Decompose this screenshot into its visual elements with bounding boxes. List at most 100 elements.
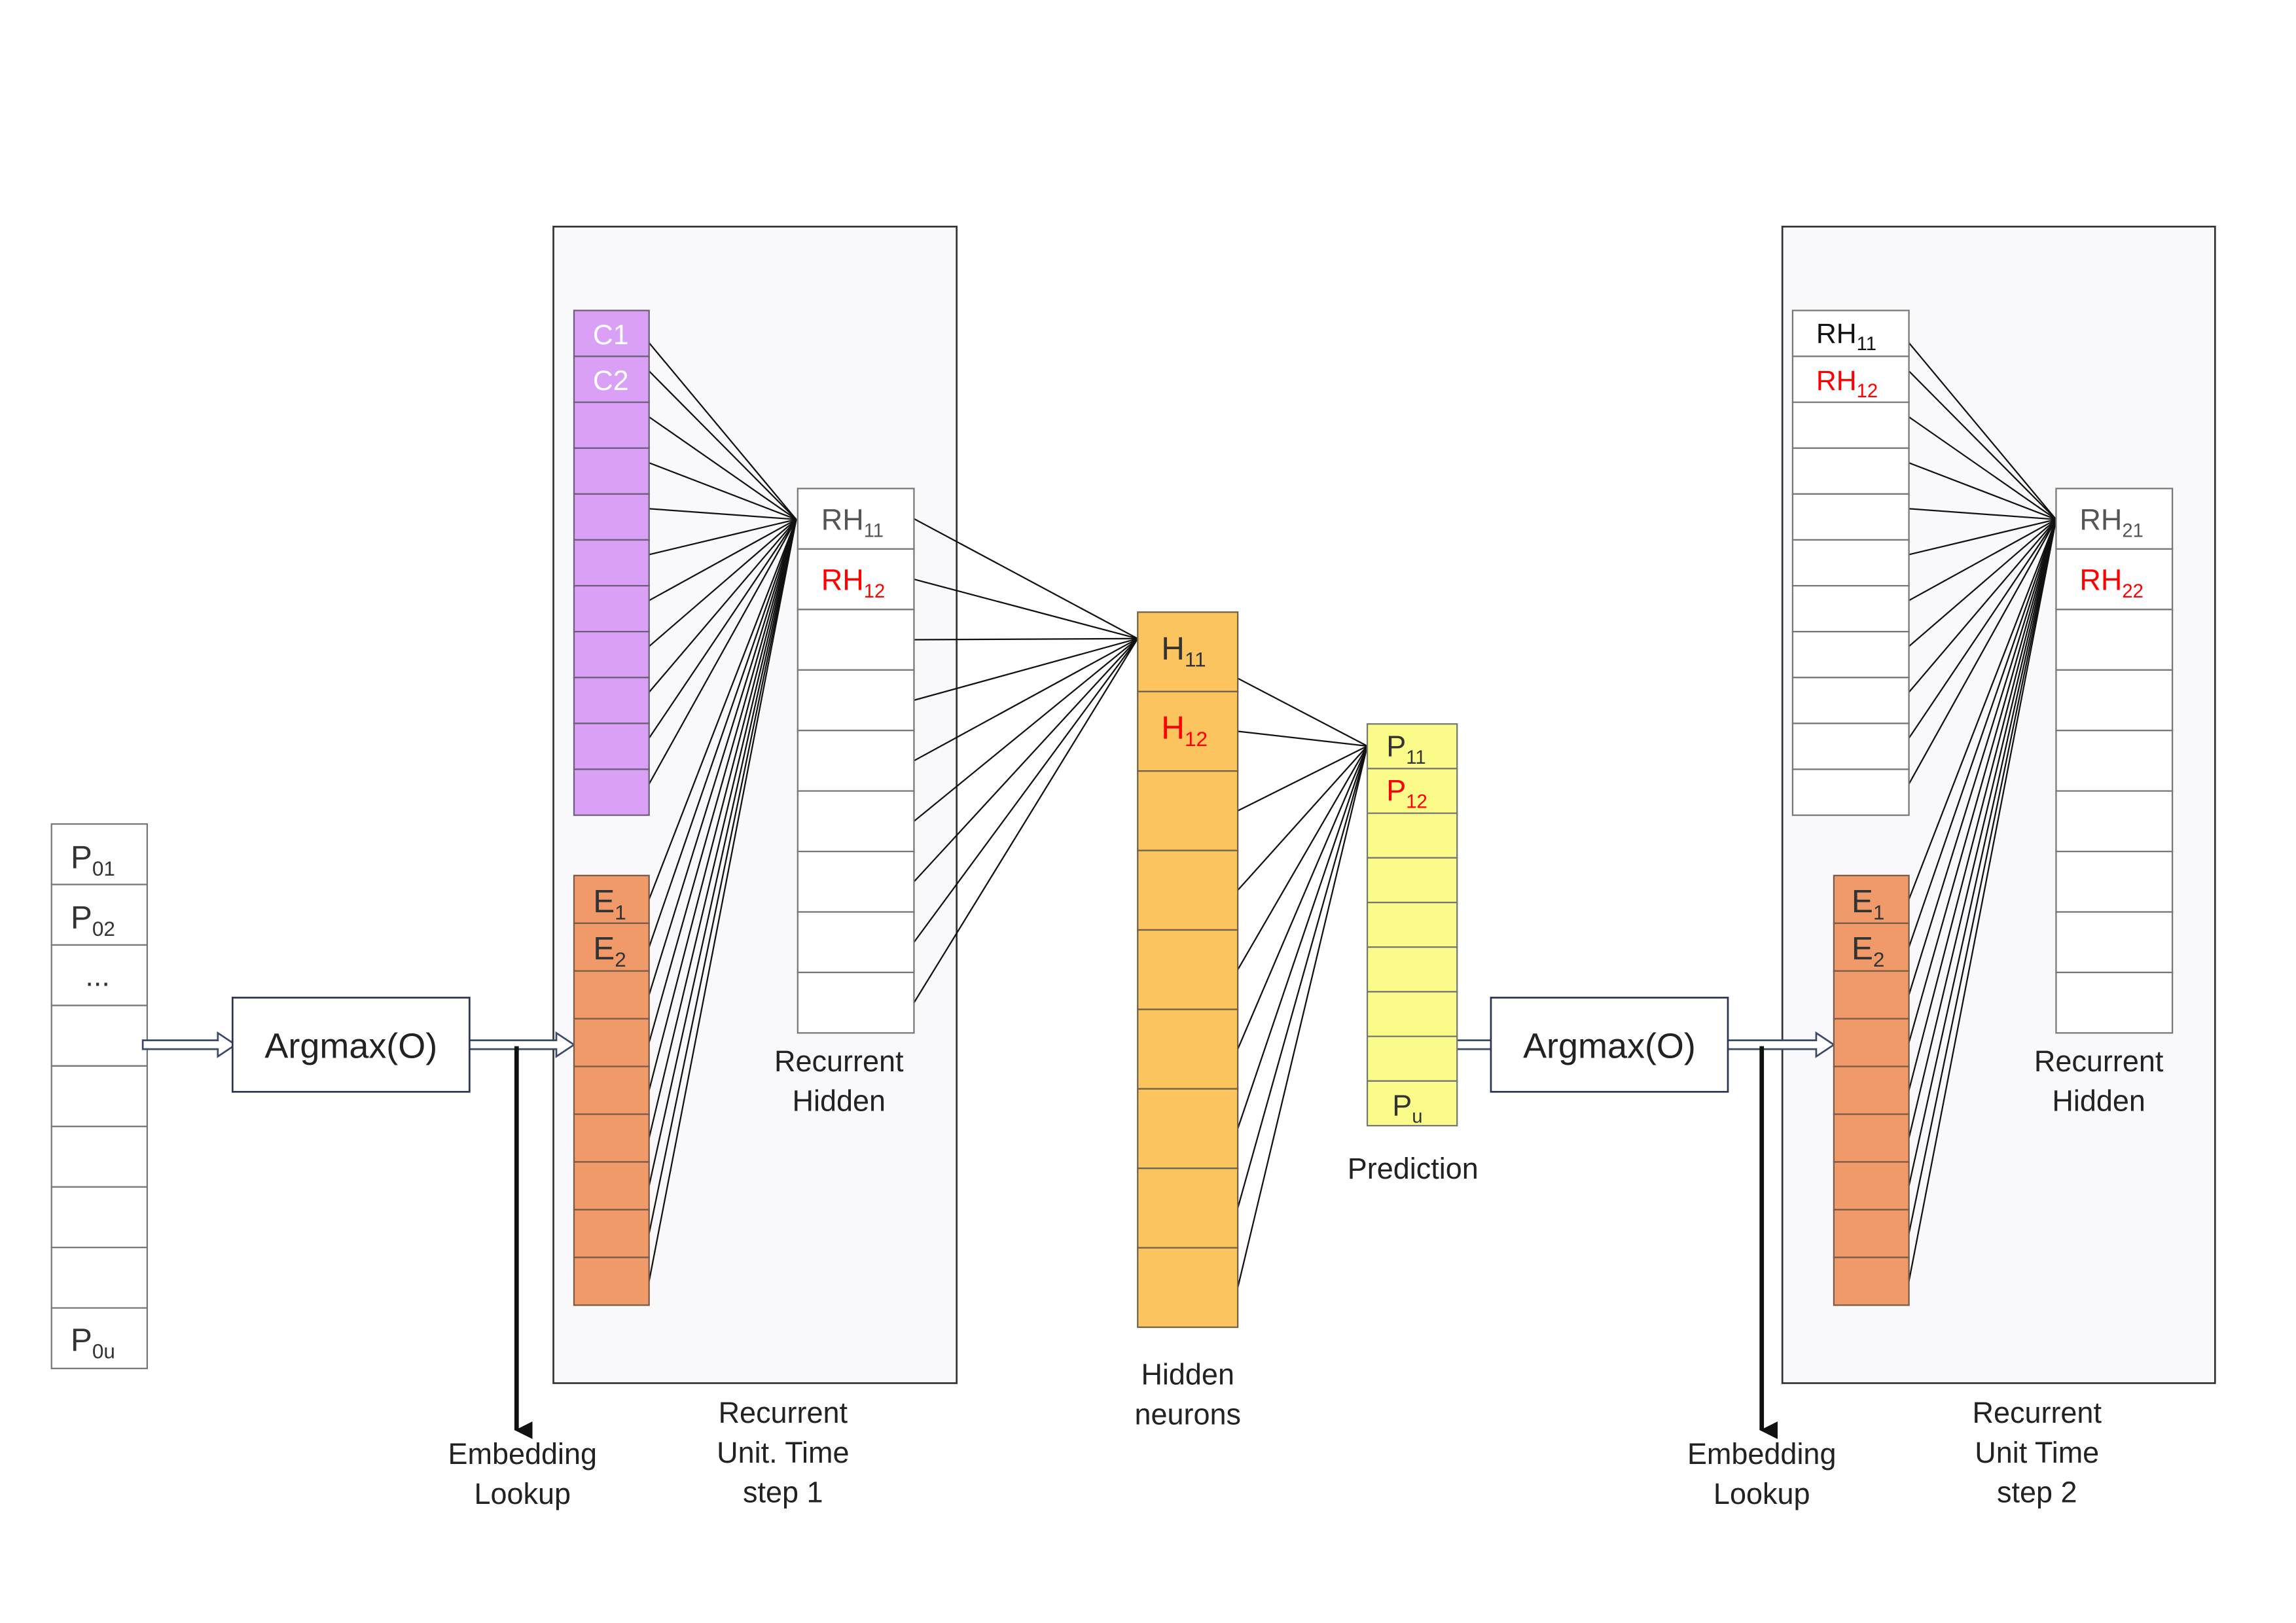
connection-line xyxy=(1908,519,2057,1186)
embedding-vector-step2-cell xyxy=(1833,1113,1910,1163)
connection-line xyxy=(1908,519,2057,995)
prev-hidden-cell-rh12-step2: RH12 xyxy=(1816,365,1878,402)
prev-hidden-vector-step2-cell xyxy=(1791,768,1910,816)
prediction-vector-cell xyxy=(1366,768,1458,814)
hidden-neurons-vector-cell xyxy=(1137,1168,1239,1249)
embedding-lookup-1-line1: Embedding xyxy=(448,1437,598,1471)
connection-line xyxy=(1237,745,1369,1129)
connection-line xyxy=(649,518,797,556)
connection-line xyxy=(648,519,797,785)
connection-line xyxy=(649,518,797,601)
recurrent-hidden-vector-step2-cell xyxy=(2055,911,2174,974)
connection-line xyxy=(1909,508,2056,520)
cell-stacks xyxy=(573,310,2174,1329)
hidden-neurons-label-line1: Hidden xyxy=(1141,1358,1234,1391)
connection-line xyxy=(1908,519,2057,739)
input-cell-label-last: P0u xyxy=(71,1322,115,1363)
argmax-box-1: Argmax(O) xyxy=(231,997,471,1093)
input-sequence xyxy=(50,823,148,1370)
connection-line xyxy=(648,519,797,1234)
time-step-2-label-line1: Recurrent xyxy=(1972,1396,2102,1429)
context-vector-step1-cell xyxy=(573,631,650,679)
hidden-neurons-label-line2: neurons xyxy=(1134,1397,1241,1431)
recurrent-hidden-vector-step2-cell xyxy=(2055,790,2174,853)
prediction-cell-p12: P12 xyxy=(1386,774,1427,812)
connection-line xyxy=(648,342,797,520)
prediction-vector-cell xyxy=(1366,991,1458,1037)
recurrent-hidden-vector-step2-cell xyxy=(2055,488,2174,550)
recurrent-cell-rh11-step1: RH11 xyxy=(821,503,884,541)
time-step-1-label-line1: Recurrent xyxy=(719,1396,848,1429)
recurrent-hidden-vector-step2 xyxy=(2055,488,2174,1034)
arrow-argmax-2-to-embedding xyxy=(1718,1031,1836,1058)
prediction-vector-cell xyxy=(1366,946,1458,993)
prediction-cell-p11: P11 xyxy=(1386,730,1426,768)
prev-hidden-vector-step2-cell xyxy=(1791,447,1910,495)
embedding-vector-step2-cell xyxy=(1833,1018,1910,1067)
embedding-cell-e2-step2: E2 xyxy=(1852,931,1885,971)
connection-line xyxy=(913,638,1139,1003)
prediction-label: Prediction xyxy=(1348,1152,1479,1185)
connection-line xyxy=(1908,519,2057,1091)
connection-line xyxy=(1237,745,1369,1209)
hidden-neurons-vector-cell xyxy=(1137,1247,1239,1329)
context-vector-step1-cell xyxy=(573,493,650,541)
input-sequence-cell xyxy=(50,1247,148,1309)
embedding-vector-step2-cell xyxy=(1833,1065,1910,1115)
embedding-vector-step2-cell xyxy=(1833,1161,1910,1211)
recurrent-hidden-vector-step1-cell xyxy=(797,911,915,974)
connection-line xyxy=(648,518,797,693)
arrow-input-to-argmax-1 xyxy=(141,1031,238,1058)
input-cell-label-2: P02 xyxy=(71,900,115,940)
connection-line xyxy=(1237,745,1368,891)
connection-line xyxy=(1237,677,1368,747)
context-vector-step1-cell xyxy=(573,584,650,633)
connection-line xyxy=(914,637,1138,641)
connection-line xyxy=(914,579,1138,639)
hidden-neurons-vector xyxy=(1137,611,1239,1329)
prev-hidden-vector-step2-cell xyxy=(1791,493,1910,541)
argmax-1-label: Argmax(O) xyxy=(264,1027,437,1066)
recurrent-hidden-vector-step2-cell xyxy=(2055,730,2174,792)
embedding-cell-e2-step1: E2 xyxy=(593,931,626,971)
prev-hidden-vector-step2-cell xyxy=(1791,677,1910,724)
recurrent-hidden-label-step1-line2: Hidden xyxy=(793,1084,886,1118)
connection-line xyxy=(1237,745,1369,971)
recurrent-hidden-vector-step2-cell xyxy=(2055,850,2174,913)
connection-line xyxy=(1237,745,1368,812)
input-sequence-cell xyxy=(50,1005,148,1067)
hidden-neurons-vector-cell xyxy=(1137,1008,1239,1090)
embedding-vector-step1 xyxy=(573,874,650,1306)
prediction-vector-cell xyxy=(1366,857,1458,904)
context-vector-step1-cell xyxy=(573,722,650,770)
connection-line xyxy=(913,637,1138,762)
input-sequence-cell xyxy=(50,1065,148,1128)
connection-line xyxy=(1908,416,2057,520)
input-sequence-cell xyxy=(50,1126,148,1188)
prev-hidden-vector-step2-cell xyxy=(1791,539,1910,587)
recurrent-hidden-label-step2-line2: Hidden xyxy=(2052,1084,2145,1118)
context-vector-step1-cell xyxy=(573,310,650,357)
recurrent-hidden-vector-step1-cell xyxy=(797,971,915,1034)
time-step-1-label-line2: Unit. Time xyxy=(717,1436,849,1469)
connection-line xyxy=(1908,519,2057,1234)
prediction-vector-cell xyxy=(1366,1080,1458,1127)
prediction-vector-cell xyxy=(1366,812,1458,859)
embedding-cell-e1-step1: E1 xyxy=(593,883,626,924)
time-step-2-label-line3: step 2 xyxy=(1997,1476,2077,1509)
embedding-lookup-2-line1: Embedding xyxy=(1687,1437,1837,1471)
prev-hidden-vector-step2-cell xyxy=(1791,584,1910,633)
connection-line xyxy=(648,519,797,1139)
recurrent-hidden-vector-step1-cell xyxy=(797,609,915,671)
connection-line xyxy=(1908,519,2057,1043)
connection-line xyxy=(648,519,797,1043)
connection-line xyxy=(649,508,797,520)
connection-line xyxy=(1908,518,2057,693)
recurrent-hidden-vector-step1-cell xyxy=(797,730,915,792)
recurrent-hidden-vector-step1-cell xyxy=(797,790,915,853)
embedding-vector-step1-cell xyxy=(573,1209,650,1258)
input-sequence-cell xyxy=(50,883,148,946)
prev-hidden-vector-step2-cell xyxy=(1791,401,1910,449)
arrow-argmax-1-to-embedding xyxy=(459,1031,576,1058)
